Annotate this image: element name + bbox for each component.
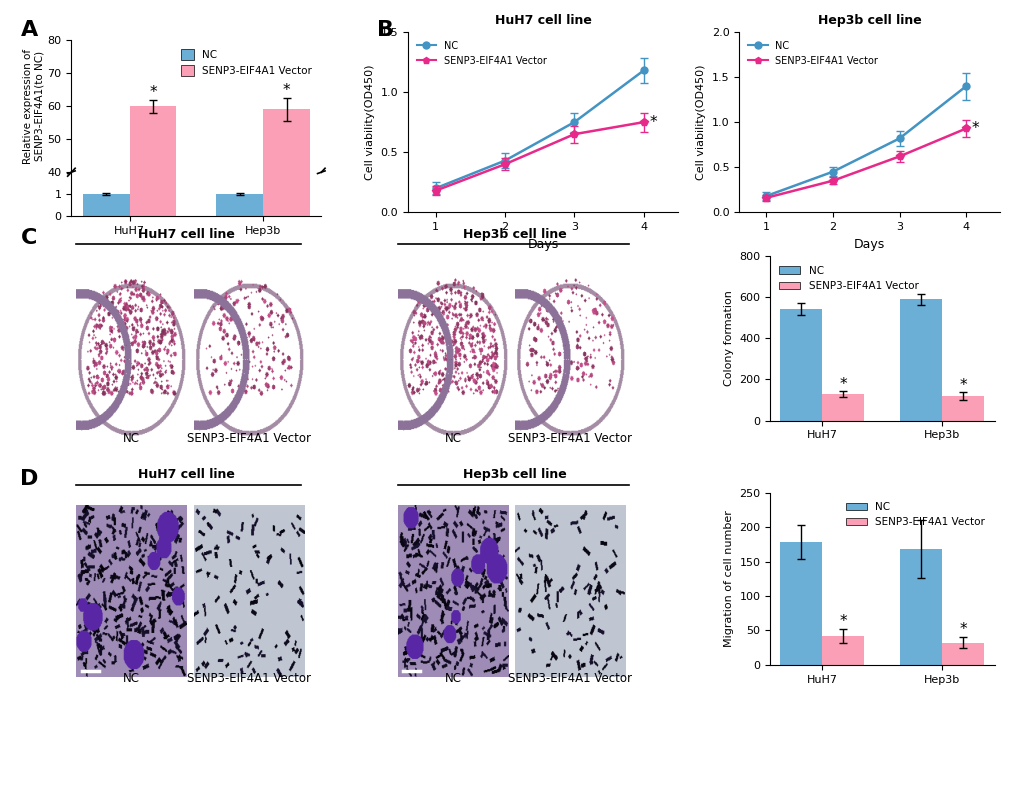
SENP3-EIF4A1 Vector (893, 151, 905, 161)
Y-axis label: Cell viability(OD450): Cell viability(OD450) (696, 64, 706, 180)
SENP3-EIF4A1 Vector (637, 118, 649, 127)
Text: NC: NC (444, 673, 461, 686)
Y-axis label: Relative expression of
SENP3-EIF4A1(to NC): Relative expression of SENP3-EIF4A1(to N… (23, 49, 45, 163)
Text: SENP3-EIF4A1 Vector: SENP3-EIF4A1 Vector (507, 433, 632, 445)
Text: SENP3-EIF4A1 Vector: SENP3-EIF4A1 Vector (186, 673, 311, 686)
Text: *: * (149, 85, 157, 100)
Text: C: C (20, 228, 37, 248)
SENP3-EIF4A1 Vector (759, 193, 771, 203)
SENP3-EIF4A1 Vector (959, 123, 971, 133)
SENP3-EIF4A1 Vector (498, 159, 511, 169)
Text: *: * (971, 121, 978, 136)
Bar (216, 301, 263, 304)
Y-axis label: Migration of cell number: Migration of cell number (723, 510, 733, 647)
Legend: NC, SENP3-EIF4A1 Vector: NC, SENP3-EIF4A1 Vector (744, 37, 881, 70)
Text: SENP3-EIF4A1 Vector: SENP3-EIF4A1 Vector (186, 433, 311, 445)
Y-axis label: Cell viability(OD450): Cell viability(OD450) (365, 64, 375, 180)
Text: *: * (648, 115, 656, 130)
Text: HuH7 cell line: HuH7 cell line (139, 469, 234, 481)
Bar (263, 110, 310, 304)
Text: D: D (20, 469, 39, 489)
NC (759, 191, 771, 201)
Text: NC: NC (123, 673, 140, 686)
NC (637, 66, 649, 75)
Text: NC: NC (123, 433, 140, 445)
Text: Hep3b cell line: Hep3b cell line (463, 469, 567, 481)
Text: HuH7 cell line: HuH7 cell line (139, 228, 234, 241)
Bar (263, 0, 310, 216)
Line: NC: NC (432, 67, 646, 191)
Bar (780, 542, 821, 665)
Text: *: * (839, 376, 847, 392)
Legend: NC, SENP3-EIF4A1 Vector: NC, SENP3-EIF4A1 Vector (177, 46, 316, 81)
NC (893, 134, 905, 143)
Legend: NC, SENP3-EIF4A1 Vector: NC, SENP3-EIF4A1 Vector (774, 262, 922, 295)
Bar (216, 195, 263, 216)
Bar (942, 642, 983, 665)
Bar (780, 308, 821, 421)
Bar (821, 394, 863, 421)
Text: B: B (377, 20, 394, 40)
Text: NC: NC (444, 433, 461, 445)
SENP3-EIF4A1 Vector (826, 176, 839, 186)
Text: *: * (839, 614, 847, 629)
Legend: NC, SENP3-EIF4A1 Vector: NC, SENP3-EIF4A1 Vector (841, 498, 988, 531)
Bar (129, 106, 176, 304)
Title: Hep3b cell line: Hep3b cell line (817, 14, 920, 26)
Line: SENP3-EIF4A1 Vector: SENP3-EIF4A1 Vector (431, 118, 647, 195)
Text: SENP3-EIF4A1 Vector: SENP3-EIF4A1 Vector (507, 673, 632, 686)
SENP3-EIF4A1 Vector (429, 186, 441, 195)
Bar (942, 396, 983, 421)
Text: *: * (282, 83, 290, 99)
Text: Hep3b cell line: Hep3b cell line (463, 228, 567, 241)
Bar (900, 300, 942, 421)
NC (568, 118, 580, 127)
Bar (129, 0, 176, 216)
Line: SENP3-EIF4A1 Vector: SENP3-EIF4A1 Vector (761, 124, 969, 202)
Bar (83, 301, 129, 304)
SENP3-EIF4A1 Vector (568, 129, 580, 139)
X-axis label: Days: Days (853, 238, 884, 251)
NC (826, 167, 839, 176)
Text: *: * (959, 622, 966, 637)
Bar (821, 636, 863, 665)
Bar (900, 549, 942, 665)
Text: A: A (20, 20, 38, 40)
X-axis label: Days: Days (527, 238, 558, 251)
NC (429, 183, 441, 193)
Title: HuH7 cell line: HuH7 cell line (494, 14, 591, 26)
Legend: NC, SENP3-EIF4A1 Vector: NC, SENP3-EIF4A1 Vector (413, 37, 550, 70)
Line: NC: NC (762, 83, 969, 199)
Text: *: * (959, 378, 966, 392)
Bar (83, 195, 129, 216)
NC (959, 82, 971, 91)
NC (498, 155, 511, 166)
Y-axis label: Colony formation: Colony formation (723, 291, 733, 386)
